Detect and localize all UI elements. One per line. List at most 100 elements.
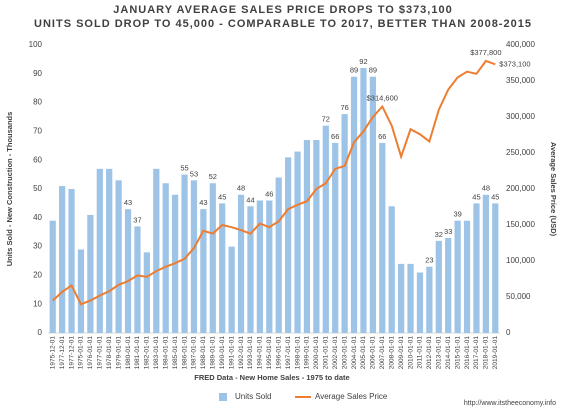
- x-tick-label: 1979-01-01: [115, 336, 122, 370]
- x-tick-label: 2001-01-01: [323, 336, 330, 370]
- bar: [115, 180, 122, 333]
- x-tick-label: 2004-01-01: [351, 336, 358, 370]
- data-label: 39: [453, 210, 461, 219]
- x-tick-label: 1982-01-01: [144, 336, 151, 370]
- line: [52, 59, 496, 306]
- legend-label: Units Sold: [235, 392, 271, 401]
- bar: [360, 68, 367, 333]
- x-tick-label: 2015-01-01: [454, 336, 461, 370]
- y2-tick-label: 400,000: [506, 40, 535, 49]
- bar: [275, 177, 282, 333]
- data-label: 66: [331, 132, 339, 141]
- x-tick-label: 1977-01-01: [97, 336, 104, 370]
- y2-tick-label: 350,000: [506, 76, 535, 85]
- legend-swatch: [219, 393, 227, 401]
- bar: [237, 194, 245, 333]
- source: http://www.itstheeconomy.info: [464, 400, 556, 407]
- x-tick-label: 1991-01-01: [228, 336, 235, 370]
- bar: [106, 168, 113, 333]
- bar: [190, 180, 198, 333]
- data-label: 32: [435, 230, 443, 239]
- x-tick-label: 2019-01-01: [492, 336, 499, 370]
- y-tick-label: 40: [33, 213, 42, 222]
- y2-axis-title: Average Sales Price (USD): [549, 142, 558, 237]
- bar: [228, 246, 235, 333]
- x-tick-label: 2006-01-01: [370, 336, 377, 370]
- bar: [463, 220, 471, 333]
- x-tick-label: 2012-01-01: [426, 336, 433, 370]
- bar: [426, 266, 433, 333]
- x-tick-label: 2007-01-01: [379, 336, 386, 370]
- bar: [96, 168, 103, 333]
- y2-tick-label: 50,000: [506, 292, 531, 301]
- data-label: 89: [369, 66, 377, 75]
- y2-tick-label: 100,000: [506, 256, 535, 265]
- x-tick-label: 1981-01-01: [134, 336, 141, 370]
- x-tick-label: 1992-01-01: [238, 336, 245, 370]
- data-label: 44: [246, 195, 254, 204]
- data-label: $314,600: [367, 93, 398, 102]
- bar: [266, 200, 273, 333]
- data-label: $373,100: [499, 59, 530, 68]
- y-tick-label: 10: [33, 299, 42, 308]
- x-tick-label: 1999-01-01: [304, 336, 311, 370]
- data-label: 48: [237, 184, 245, 193]
- x-tick-label: 1989-01-01: [210, 336, 217, 370]
- x-tick-label: 1998-01-01: [294, 336, 301, 370]
- y-tick-label: 60: [33, 155, 42, 164]
- data-label: 45: [472, 192, 480, 201]
- bar: [492, 203, 499, 333]
- x-tick-label: 1997-01-01: [285, 336, 292, 370]
- data-label: 53: [190, 169, 198, 178]
- data-label: 76: [340, 103, 348, 112]
- y2-tick-label: 250,000: [506, 148, 535, 157]
- bar: [219, 203, 226, 333]
- x-tick-label: 1996-01-01: [275, 336, 282, 370]
- y-axis-title: Units Sold - New Construction - Thousand…: [5, 112, 14, 267]
- y-tick-label: 90: [33, 69, 42, 78]
- bar: [209, 183, 216, 333]
- bar: [256, 200, 263, 333]
- bar: [200, 209, 207, 333]
- y2-tick-label: 200,000: [506, 184, 535, 193]
- y2-tick-label: 150,000: [506, 220, 535, 229]
- bar: [153, 168, 160, 333]
- x-tick-label: 2000-01-01: [313, 336, 320, 370]
- data-label: 43: [199, 198, 207, 207]
- data-label: 45: [491, 192, 499, 201]
- data-label: 89: [350, 66, 358, 75]
- bar: [454, 220, 461, 333]
- bar: [482, 194, 489, 333]
- bar: [87, 214, 94, 333]
- data-label: 46: [265, 190, 273, 199]
- bar: [124, 209, 132, 333]
- bar: [134, 226, 141, 333]
- x-tick-label: 2010-01-01: [407, 336, 414, 370]
- x-tick-label: 2016-01-01: [464, 336, 471, 370]
- bar: [303, 140, 311, 333]
- data-label: 23: [425, 256, 433, 265]
- x-tick-label: 2003-01-01: [341, 336, 348, 370]
- data-label: 72: [322, 115, 330, 124]
- x-tick-label: 1995-01-01: [266, 336, 273, 370]
- bar: [379, 142, 386, 333]
- x-tick-label: 2011-01-01: [417, 336, 424, 369]
- x-tick-label: 1993-01-01: [247, 336, 254, 370]
- bar: [416, 272, 424, 333]
- y2-tick-label: 0: [506, 328, 511, 337]
- bar: [294, 151, 301, 333]
- bar: [285, 157, 292, 333]
- y-tick-label: 50: [33, 184, 42, 193]
- data-label: 33: [444, 227, 452, 236]
- x-tick-label: 1978-01-01: [106, 336, 113, 370]
- y-tick-label: 20: [33, 271, 42, 280]
- x-tick-label: 2005-01-01: [360, 336, 367, 370]
- x-tick-label: 2008-01-01: [388, 336, 395, 370]
- data-label: 37: [133, 215, 141, 224]
- x-tick-label: 1975-01-01: [78, 336, 85, 370]
- y2-tick-label: 300,000: [506, 112, 535, 121]
- bar: [313, 140, 320, 333]
- bar: [341, 114, 348, 334]
- bar: [398, 263, 405, 333]
